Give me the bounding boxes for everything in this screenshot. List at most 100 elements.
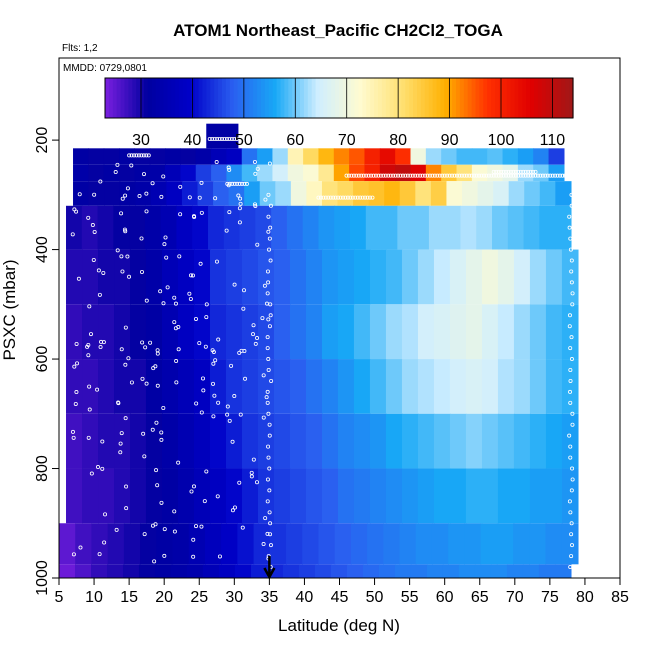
sample-point	[96, 268, 101, 273]
colorbar-swatch	[420, 78, 426, 118]
sample-point	[102, 540, 107, 545]
heatmap-cell	[381, 205, 398, 250]
sample-point	[230, 181, 235, 186]
heatmap-cell	[209, 359, 227, 414]
sample-point	[214, 259, 219, 264]
heatmap-cell	[417, 468, 435, 524]
sample-point	[174, 380, 179, 385]
sample-point	[268, 258, 273, 263]
sample-points	[70, 137, 575, 570]
sample-point	[191, 537, 196, 542]
sample-point	[555, 173, 560, 178]
sample-point	[137, 194, 142, 199]
heatmap-cell	[145, 359, 163, 414]
y-axis: 200 400 600 800 1000	[34, 127, 59, 596]
sample-point	[361, 173, 366, 178]
sample-point	[569, 357, 574, 362]
sample-point	[318, 195, 323, 200]
sample-point	[268, 302, 273, 307]
heatmap-cell	[449, 359, 467, 414]
colorbar-swatch	[526, 78, 531, 118]
heatmap-cell	[337, 413, 355, 469]
sample-point	[266, 411, 271, 416]
sample-point	[265, 346, 270, 351]
heatmap-cell	[318, 523, 336, 565]
heatmap-cell	[369, 413, 387, 469]
sample-point	[540, 173, 545, 178]
sample-point	[376, 173, 381, 178]
heatmap-cell	[138, 564, 156, 578]
colorbar-swatch	[510, 78, 516, 118]
heatmap-cell	[481, 413, 499, 469]
heatmap-cell	[149, 164, 166, 182]
sample-point	[511, 173, 516, 178]
heatmap-cell	[135, 181, 152, 206]
heatmap-cell	[533, 148, 550, 165]
heatmap-cell	[228, 181, 245, 206]
sample-point	[90, 223, 95, 228]
heatmap-cell	[145, 413, 163, 469]
sample-point	[187, 195, 192, 200]
heatmap-cell	[193, 359, 211, 414]
sample-point	[122, 227, 127, 232]
sample-point	[484, 173, 489, 178]
colorbar-tick-label: 50	[235, 132, 253, 149]
heatmap-cell	[346, 564, 364, 578]
heatmap-cell	[529, 359, 547, 414]
colorbar-swatch	[261, 78, 266, 118]
sample-point	[263, 516, 268, 521]
colorbar-swatch	[171, 78, 176, 118]
heatmap-cell	[241, 413, 259, 469]
sample-point	[252, 202, 257, 207]
sample-point	[266, 229, 271, 234]
sample-point	[388, 173, 393, 178]
heatmap-cell	[545, 413, 563, 469]
sample-point	[98, 179, 103, 184]
sample-point	[150, 181, 155, 186]
colorbar-swatch	[276, 78, 282, 118]
heatmap-cell	[465, 413, 483, 469]
heatmap-cell	[523, 205, 540, 250]
heatmap-cell	[66, 359, 83, 414]
x-tick-label: 60	[436, 589, 454, 606]
sample-point	[338, 195, 343, 200]
heatmap-cell	[144, 205, 162, 250]
heatmap-cell	[193, 249, 211, 305]
heatmap-cell	[177, 359, 195, 414]
heatmap-cell	[273, 359, 291, 414]
sample-point	[569, 269, 574, 274]
heatmap-cell	[209, 304, 227, 360]
colorbar-swatch	[405, 78, 410, 118]
heatmap-cell	[305, 413, 323, 469]
sample-point	[85, 344, 90, 349]
sample-point	[354, 173, 359, 178]
sample-point	[531, 173, 536, 178]
sample-point	[567, 313, 572, 318]
colorbar-swatch	[210, 78, 215, 118]
sample-point	[450, 173, 455, 178]
heatmap-cell	[497, 359, 515, 414]
colorbar-swatch	[331, 78, 336, 118]
heatmap-cell	[305, 304, 323, 360]
heatmap-cell	[415, 181, 432, 206]
heatmap-cell	[161, 468, 179, 524]
sample-point	[491, 173, 496, 178]
sample-point	[268, 532, 273, 537]
heatmap-cell	[75, 523, 93, 565]
heatmap-cell	[82, 359, 99, 414]
sample-point	[74, 209, 79, 214]
sample-point	[116, 401, 121, 406]
sample-point	[212, 393, 217, 398]
x-tick-label: 15	[120, 589, 138, 606]
heatmap-cell	[123, 523, 141, 565]
sample-point	[569, 258, 574, 263]
sample-point	[494, 173, 499, 178]
colorbar-swatch	[190, 78, 196, 118]
heatmap-cell	[524, 181, 541, 206]
sample-point	[268, 543, 273, 548]
sample-point	[568, 236, 573, 241]
heatmap-cell	[321, 181, 339, 206]
heatmap-cell	[367, 523, 384, 565]
x-tick-label: 55	[401, 589, 419, 606]
sample-point	[366, 173, 371, 178]
